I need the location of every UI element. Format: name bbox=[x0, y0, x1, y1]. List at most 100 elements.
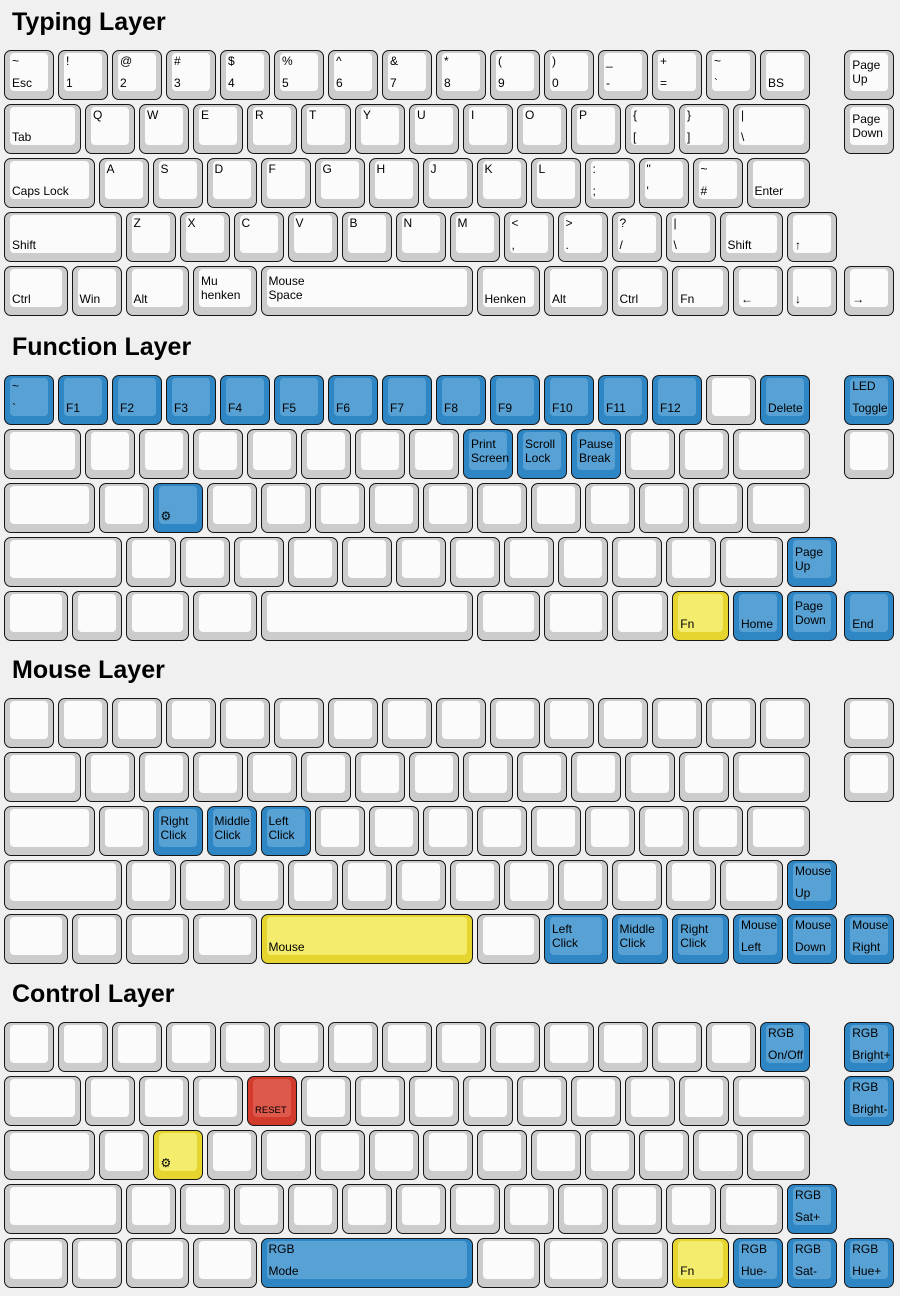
key-blank[interactable] bbox=[706, 1022, 756, 1072]
key-gear[interactable]: ⚙ bbox=[152, 1130, 203, 1180]
key-blank[interactable] bbox=[85, 429, 135, 479]
key-b[interactable]: B bbox=[341, 212, 392, 262]
key-blank[interactable] bbox=[233, 537, 284, 587]
key-j[interactable]: J bbox=[422, 158, 473, 208]
key-blank[interactable] bbox=[98, 806, 149, 856]
key-blank[interactable] bbox=[584, 806, 635, 856]
key-right-click[interactable]: Right Click bbox=[672, 914, 729, 964]
key-page-up[interactable]: Page Up bbox=[844, 50, 895, 100]
key-blank[interactable] bbox=[125, 591, 189, 641]
key-blank[interactable] bbox=[422, 806, 473, 856]
key-z[interactable]: Z bbox=[125, 212, 176, 262]
key-blank[interactable] bbox=[193, 429, 243, 479]
key-arrow-left[interactable]: ← bbox=[733, 266, 783, 316]
key-arrow-down[interactable]: ↓ bbox=[787, 266, 837, 316]
key-blank[interactable] bbox=[476, 806, 527, 856]
key-fn[interactable]: Fn bbox=[672, 266, 729, 316]
key-blank[interactable] bbox=[692, 1130, 743, 1180]
key-mu-henken[interactable]: Mu henken bbox=[193, 266, 257, 316]
key-n[interactable]: N bbox=[395, 212, 446, 262]
key-blank[interactable] bbox=[476, 914, 540, 964]
key-f5[interactable]: F5 bbox=[274, 375, 324, 425]
key-win[interactable]: Win bbox=[71, 266, 122, 316]
key-blank[interactable] bbox=[449, 860, 500, 910]
key-4[interactable]: $4 bbox=[220, 50, 270, 100]
key-alt[interactable]: Alt bbox=[544, 266, 608, 316]
key-blank[interactable] bbox=[166, 698, 216, 748]
key-blank[interactable] bbox=[125, 914, 189, 964]
key-on-off[interactable]: RGB On/Off bbox=[760, 1022, 810, 1072]
key-blank[interactable] bbox=[719, 1184, 783, 1234]
key-home[interactable]: Home bbox=[733, 591, 783, 641]
key-blank[interactable] bbox=[301, 752, 351, 802]
key-blank[interactable] bbox=[611, 1184, 662, 1234]
key-f8[interactable]: F8 bbox=[436, 375, 486, 425]
key-blank[interactable] bbox=[652, 698, 702, 748]
key-blank[interactable] bbox=[206, 483, 257, 533]
key-rbracket[interactable]: }] bbox=[679, 104, 729, 154]
key-left-click[interactable]: Left Click bbox=[260, 806, 311, 856]
key-blank[interactable] bbox=[719, 860, 783, 910]
key-blank[interactable] bbox=[4, 483, 95, 533]
key-blank[interactable] bbox=[692, 483, 743, 533]
key-backtick[interactable]: ~ ` bbox=[4, 375, 54, 425]
key-f4[interactable]: F4 bbox=[220, 375, 270, 425]
key-blank[interactable] bbox=[368, 1130, 419, 1180]
key-bs[interactable]: BS bbox=[760, 50, 810, 100]
key-blank[interactable] bbox=[274, 1022, 324, 1072]
key-blank[interactable] bbox=[341, 1184, 392, 1234]
key-t[interactable]: T bbox=[301, 104, 351, 154]
key-d[interactable]: D bbox=[206, 158, 257, 208]
key-blank[interactable] bbox=[598, 1022, 648, 1072]
key-lbracket[interactable]: {[ bbox=[625, 104, 675, 154]
key-e[interactable]: E bbox=[193, 104, 243, 154]
key-blank[interactable] bbox=[71, 591, 122, 641]
key-page-down[interactable]: Page Down bbox=[844, 104, 895, 154]
key-blank[interactable] bbox=[260, 483, 311, 533]
key-m[interactable]: M bbox=[449, 212, 500, 262]
key-period[interactable]: >. bbox=[557, 212, 608, 262]
key-blank[interactable] bbox=[679, 752, 729, 802]
key-blank[interactable] bbox=[665, 1184, 716, 1234]
key-blank[interactable] bbox=[530, 1130, 581, 1180]
key-blank[interactable] bbox=[368, 483, 419, 533]
key-ctrl[interactable]: Ctrl bbox=[4, 266, 68, 316]
key-bright[interactable]: RGB Bright- bbox=[844, 1076, 895, 1126]
key-blank[interactable] bbox=[4, 752, 81, 802]
key-mouse[interactable]: Mouse bbox=[260, 914, 473, 964]
key-blank[interactable] bbox=[503, 537, 554, 587]
key-blank[interactable] bbox=[422, 483, 473, 533]
key-blank[interactable] bbox=[476, 483, 527, 533]
key-blank[interactable] bbox=[382, 698, 432, 748]
key-blank[interactable] bbox=[638, 483, 689, 533]
key-blank[interactable] bbox=[301, 429, 351, 479]
key-blank[interactable] bbox=[746, 483, 810, 533]
key-f7[interactable]: F7 bbox=[382, 375, 432, 425]
key-blank[interactable] bbox=[355, 429, 405, 479]
key-y[interactable]: Y bbox=[355, 104, 405, 154]
key-blank[interactable] bbox=[611, 537, 662, 587]
key-up[interactable]: Mouse Up bbox=[787, 860, 837, 910]
key-print-screen[interactable]: Print Screen bbox=[463, 429, 513, 479]
key-blank[interactable] bbox=[611, 1238, 669, 1288]
key-blank[interactable] bbox=[611, 591, 669, 641]
key-right[interactable]: Mouse Right bbox=[844, 914, 895, 964]
key-blank[interactable] bbox=[409, 429, 459, 479]
key-blank[interactable] bbox=[341, 860, 392, 910]
key-hue-plus[interactable]: RGB Hue+ bbox=[844, 1238, 895, 1288]
key-k[interactable]: K bbox=[476, 158, 527, 208]
key-blank[interactable] bbox=[71, 1238, 122, 1288]
key-hue[interactable]: RGB Hue- bbox=[733, 1238, 783, 1288]
key-henken[interactable]: Henken bbox=[476, 266, 540, 316]
key-blank[interactable] bbox=[233, 1184, 284, 1234]
key-blank[interactable] bbox=[71, 914, 122, 964]
key-blank[interactable] bbox=[287, 537, 338, 587]
key-blank[interactable] bbox=[544, 1022, 594, 1072]
key-backslash[interactable]: | \ bbox=[665, 212, 716, 262]
key-sat[interactable]: RGB Sat- bbox=[787, 1238, 837, 1288]
key-blank[interactable] bbox=[449, 537, 500, 587]
key-blank[interactable] bbox=[544, 591, 608, 641]
key-blank[interactable] bbox=[98, 1130, 149, 1180]
key-blank[interactable] bbox=[260, 591, 473, 641]
key-blank[interactable] bbox=[233, 860, 284, 910]
